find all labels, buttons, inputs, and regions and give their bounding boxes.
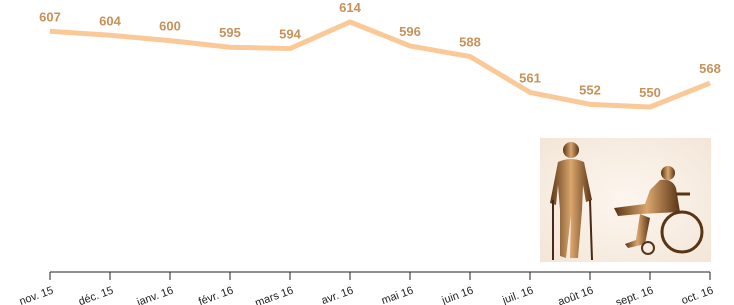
x-tick-label: nov. 15 (18, 285, 55, 305)
value-label: 561 (519, 70, 541, 85)
x-tick-label: mars 16 (254, 285, 295, 305)
x-tick-label: déc. 15 (77, 285, 115, 305)
x-tick-label: mai 16 (380, 285, 415, 305)
value-label: 595 (219, 25, 241, 40)
x-tick-label: avr. 16 (320, 285, 355, 305)
x-tick-label: janv. 16 (135, 285, 175, 305)
chart: nov. 15 déc. 15 janv. 16 févr. 16 mars 16 avr… (0, 0, 734, 305)
x-tick-label: août 16 (556, 285, 595, 305)
value-label: 552 (579, 82, 601, 97)
value-label: 588 (459, 35, 481, 50)
value-label: 550 (639, 85, 661, 100)
line (50, 22, 710, 107)
value-label: 568 (699, 61, 721, 76)
x-tick-label: févr. 16 (197, 285, 235, 305)
x-tick-label: sept. 16 (614, 285, 655, 305)
value-label: 600 (159, 19, 181, 34)
value-label: 614 (339, 0, 361, 15)
value-label: 596 (399, 24, 421, 39)
value-label: 604 (99, 13, 121, 28)
x-tick-label: juil. 16 (500, 285, 535, 305)
value-label: 594 (279, 27, 301, 42)
x-tick-label: oct. 16 (680, 285, 715, 305)
value-label: 607 (39, 9, 61, 24)
x-tick-label: juin 16 (440, 285, 476, 305)
illustration (540, 138, 711, 262)
